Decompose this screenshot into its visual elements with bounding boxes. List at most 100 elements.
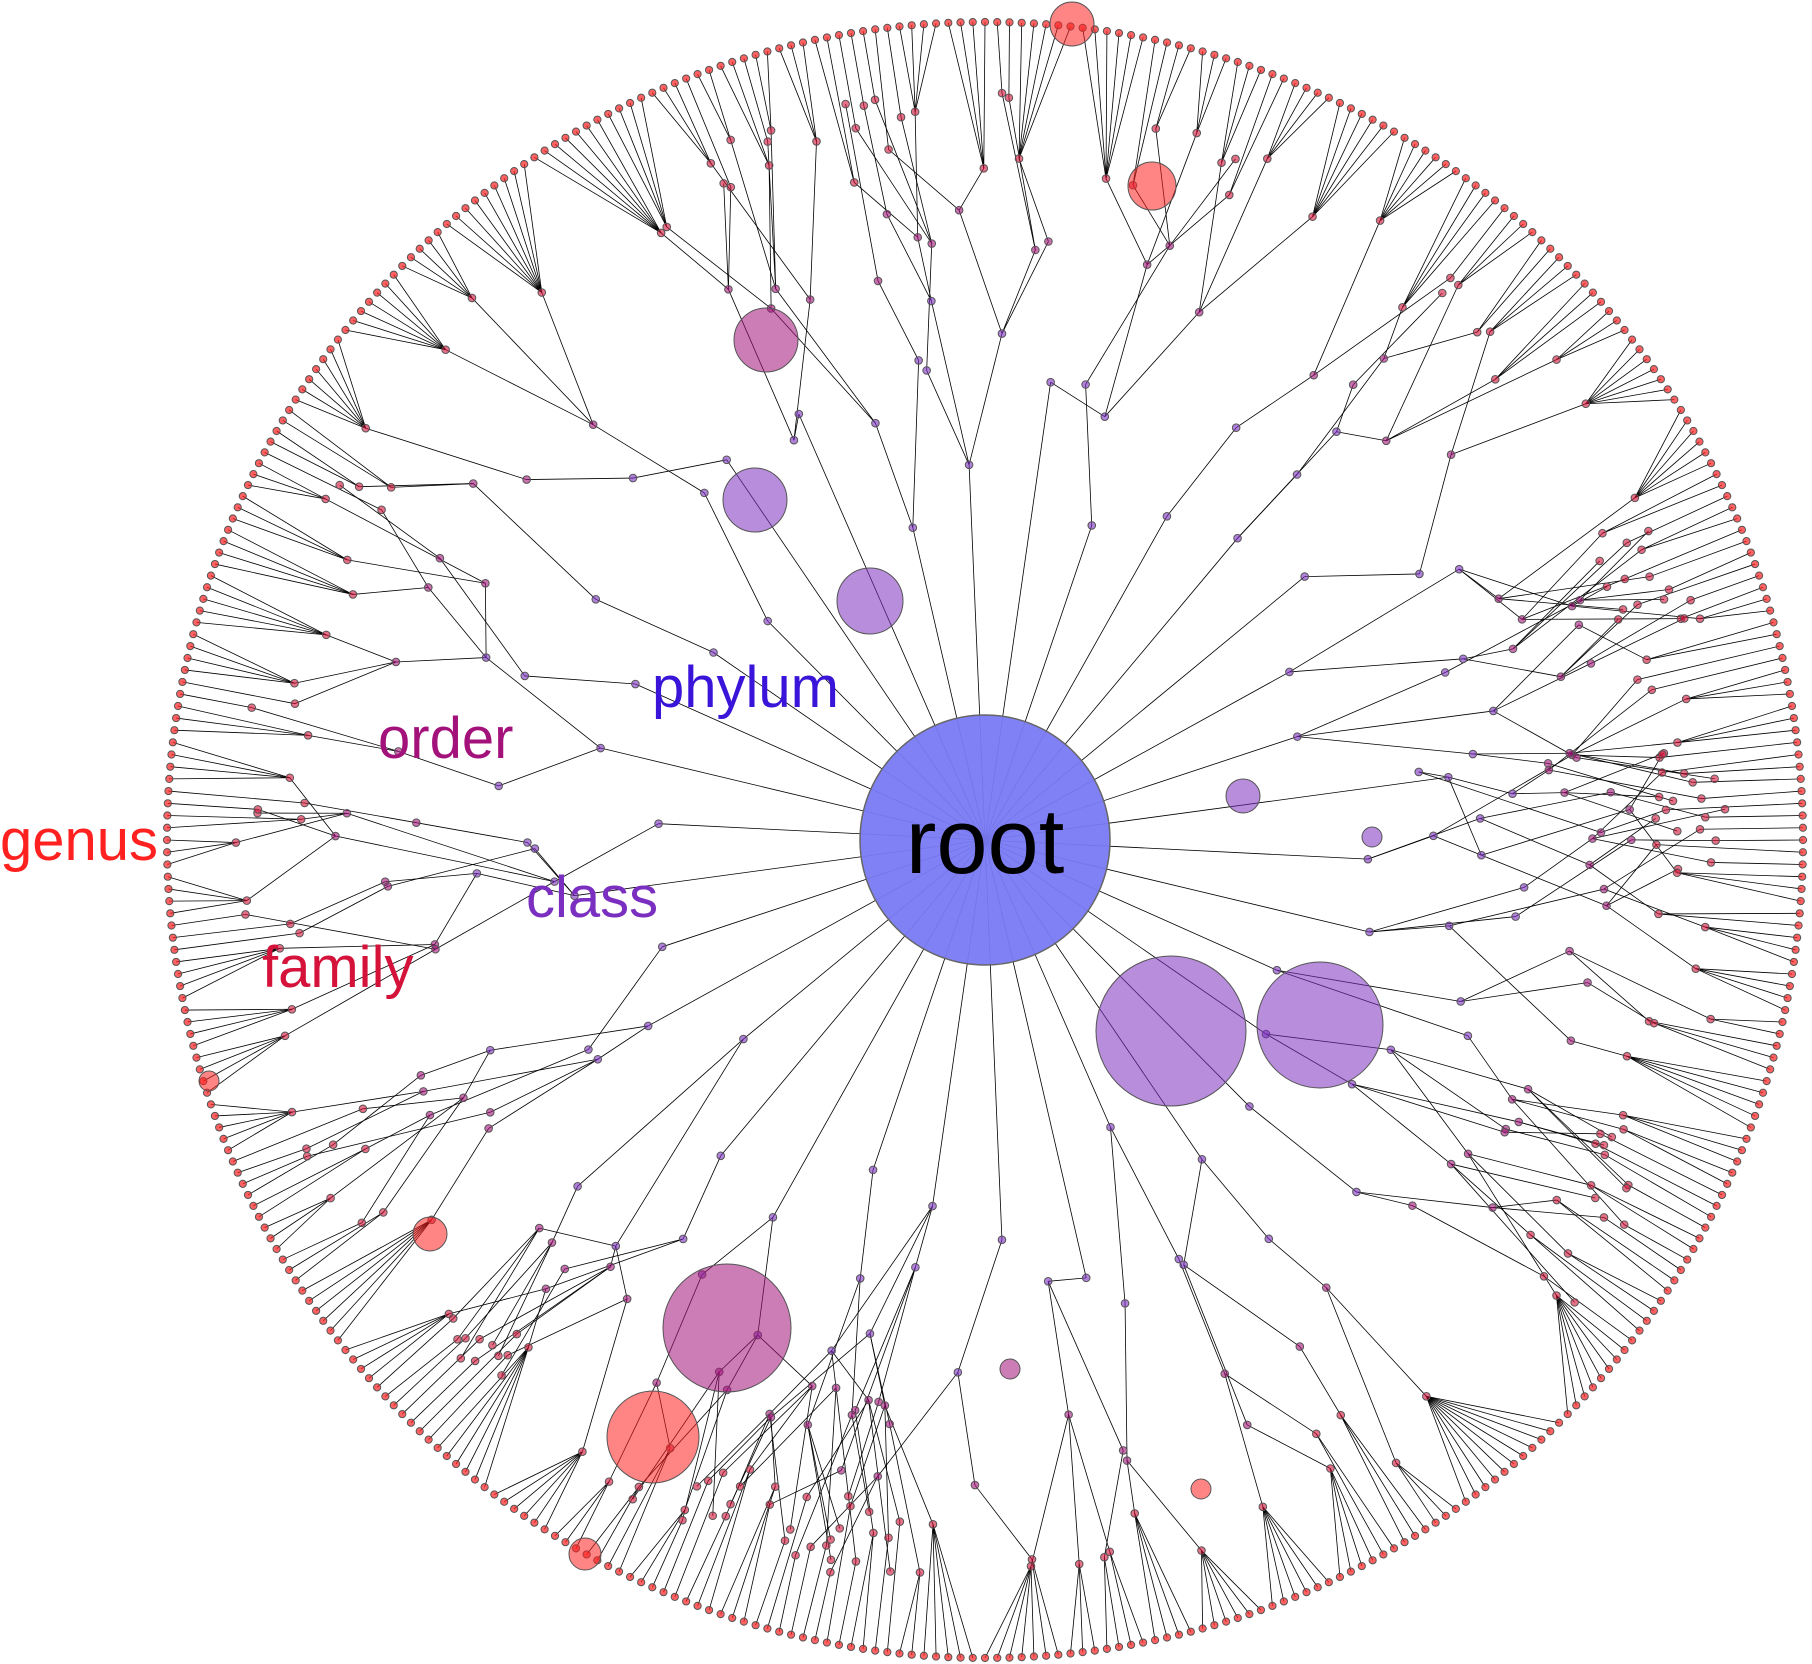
tree-edge — [1705, 926, 1795, 963]
genus-node — [442, 1451, 451, 1461]
family-node — [1595, 556, 1604, 566]
class-node — [953, 1368, 963, 1377]
tree-edge — [708, 69, 732, 141]
tree-edge — [845, 103, 879, 282]
family-node — [578, 1447, 587, 1457]
tree-edge — [172, 923, 291, 939]
genus-node — [1663, 1286, 1672, 1295]
family-node — [719, 179, 728, 188]
tree-edge — [720, 65, 770, 166]
genus-node — [381, 1392, 390, 1401]
tree-edge — [684, 1389, 728, 1511]
tree-edge — [1351, 1083, 1519, 1123]
genus-node — [1126, 1640, 1136, 1649]
order-node — [534, 1223, 544, 1233]
tree-edge — [1493, 624, 1580, 712]
genus-node — [1451, 167, 1460, 176]
order-node — [1627, 835, 1636, 845]
tree-edge — [1048, 1277, 1087, 1282]
tree-edge — [398, 751, 499, 787]
genus-node — [490, 181, 499, 190]
genus-node — [1793, 933, 1802, 942]
genus-node — [163, 860, 172, 869]
genus-node — [176, 689, 185, 699]
tree-edge — [862, 1532, 874, 1649]
tree-edge — [666, 226, 772, 309]
family-node — [441, 345, 450, 355]
genus-node — [1762, 594, 1771, 603]
genus-node — [195, 1065, 204, 1074]
tree-edge — [1569, 950, 1711, 1020]
family-node — [348, 590, 358, 599]
tree-edge — [1110, 1126, 1180, 1260]
tree-edge — [854, 1267, 916, 1411]
tree-edge — [1628, 1184, 1706, 1228]
tree-edge — [169, 777, 290, 780]
tree-edge — [1183, 1264, 1301, 1347]
genus-node — [625, 98, 635, 108]
genus-node — [1798, 823, 1808, 832]
genus-node — [238, 492, 247, 501]
tree-edge — [1008, 22, 1010, 98]
family-node — [1630, 493, 1640, 503]
tree-edge — [551, 1186, 578, 1243]
tree-edge — [707, 1417, 772, 1482]
highlighted-node — [1225, 778, 1261, 814]
tree-edge — [1458, 223, 1524, 286]
genus-node — [883, 1648, 892, 1657]
genus-node — [1785, 689, 1794, 699]
order-node — [1118, 1446, 1128, 1455]
tree-edge — [368, 301, 446, 351]
genus-node — [186, 1029, 195, 1039]
tree-edge — [1103, 1557, 1120, 1648]
order-node — [416, 1071, 426, 1080]
tree-edge — [957, 1239, 1003, 1373]
tree-edge — [1476, 240, 1542, 333]
genus-node — [451, 211, 461, 221]
tree-edge — [1198, 216, 1313, 313]
tree-edge — [302, 1219, 432, 1291]
family-node — [1027, 1555, 1037, 1564]
genus-node — [326, 1326, 335, 1335]
tree-edge — [1579, 589, 1670, 601]
tree-edge — [1134, 1513, 1180, 1635]
genus-node — [1778, 1017, 1787, 1027]
family-node — [1074, 1559, 1084, 1569]
genus-node — [415, 244, 424, 253]
family-node — [745, 1465, 755, 1474]
genus-node — [550, 140, 560, 149]
genus-node — [1783, 677, 1792, 687]
tree-edge — [393, 274, 446, 350]
tree-edge — [1266, 87, 1307, 159]
family-node — [470, 1356, 480, 1366]
tree-edge — [1592, 838, 1712, 863]
order-node — [874, 1397, 883, 1407]
genus-node — [550, 1531, 560, 1540]
genus-node — [278, 1255, 287, 1264]
genus-node — [164, 884, 173, 894]
genus-node — [1245, 61, 1254, 71]
tree-edge — [242, 495, 348, 561]
tree-edge — [455, 215, 543, 293]
family-node — [467, 293, 477, 303]
family-node — [997, 88, 1007, 98]
genus-node — [266, 437, 275, 446]
order-node — [1194, 307, 1204, 317]
family-node — [846, 1501, 855, 1511]
family-node — [1618, 1110, 1628, 1120]
tree-edge — [629, 102, 668, 228]
tree-edge — [294, 661, 397, 684]
tree-edge — [182, 681, 296, 705]
tree-edge — [1426, 1395, 1515, 1465]
tree-edge — [1126, 1460, 1136, 1514]
tree-edge — [1330, 1468, 1373, 1561]
genus-node — [285, 1265, 294, 1275]
tree-edge — [1458, 568, 1523, 620]
tree-edge — [445, 349, 594, 426]
tree-edge — [199, 1035, 286, 1070]
order-node — [484, 1124, 493, 1133]
order-node — [1064, 1410, 1073, 1419]
order-node — [1348, 380, 1358, 390]
class-node — [1352, 1187, 1361, 1197]
class-node — [1477, 850, 1486, 860]
